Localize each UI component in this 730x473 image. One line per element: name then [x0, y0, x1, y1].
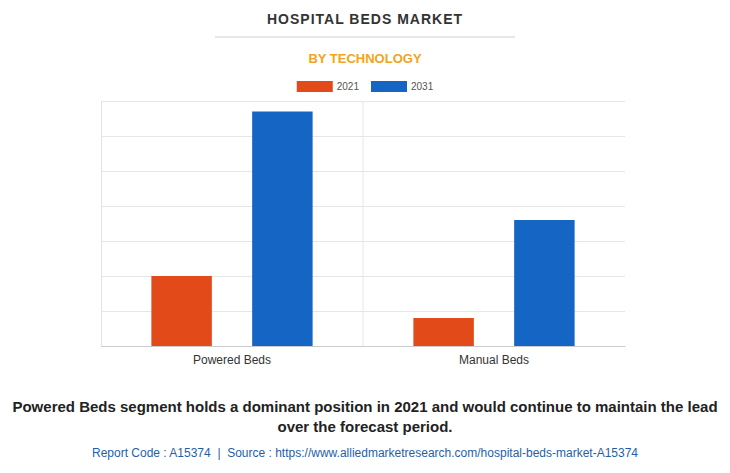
caption: Powered Beds segment holds a dominant po… — [10, 397, 720, 437]
legend-swatch — [371, 81, 407, 92]
title-rule — [215, 37, 515, 38]
x-tick: Powered Beds — [193, 346, 271, 367]
subtitle: BY TECHNOLOGY — [308, 51, 421, 66]
bar — [413, 318, 473, 346]
legend-label: 2021 — [337, 81, 360, 92]
legend-item: 2021 — [297, 81, 360, 92]
legend-swatch — [297, 81, 333, 92]
legend-label: 2031 — [411, 81, 434, 92]
bars — [151, 112, 574, 347]
source-note: Report Code : A15374 | Source : https://… — [0, 446, 730, 460]
x-tick-label: Powered Beds — [193, 353, 271, 367]
legend-item: 2031 — [371, 81, 434, 92]
grid-line — [101, 346, 625, 347]
y-axis-line — [102, 102, 626, 347]
y-axis — [101, 102, 625, 347]
x-axis: Powered Beds Manual Beds — [102, 346, 626, 367]
title: HOSPITAL BEDS MARKET — [267, 11, 463, 27]
x-tick-label: Manual Beds — [459, 353, 529, 367]
bar — [514, 220, 574, 346]
legend: 2021 2031 — [297, 81, 434, 92]
x-tick: Manual Beds — [459, 346, 529, 367]
category-separator — [363, 101, 364, 346]
x-axis-line — [102, 346, 626, 347]
bar — [151, 276, 211, 346]
y-tick — [101, 346, 625, 347]
bar — [252, 112, 312, 347]
